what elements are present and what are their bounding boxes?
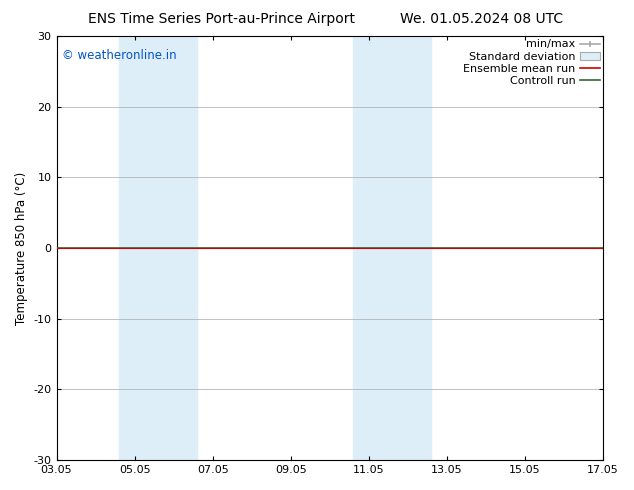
Y-axis label: Temperature 850 hPa (°C): Temperature 850 hPa (°C) bbox=[15, 172, 28, 325]
Text: ENS Time Series Port-au-Prince Airport: ENS Time Series Port-au-Prince Airport bbox=[88, 12, 356, 26]
Text: © weatheronline.in: © weatheronline.in bbox=[62, 49, 177, 62]
Legend: min/max, Standard deviation, Ensemble mean run, Controll run: min/max, Standard deviation, Ensemble me… bbox=[463, 40, 600, 86]
Text: We. 01.05.2024 08 UTC: We. 01.05.2024 08 UTC bbox=[400, 12, 564, 26]
Bar bbox=[119, 36, 197, 460]
Bar bbox=[353, 36, 431, 460]
